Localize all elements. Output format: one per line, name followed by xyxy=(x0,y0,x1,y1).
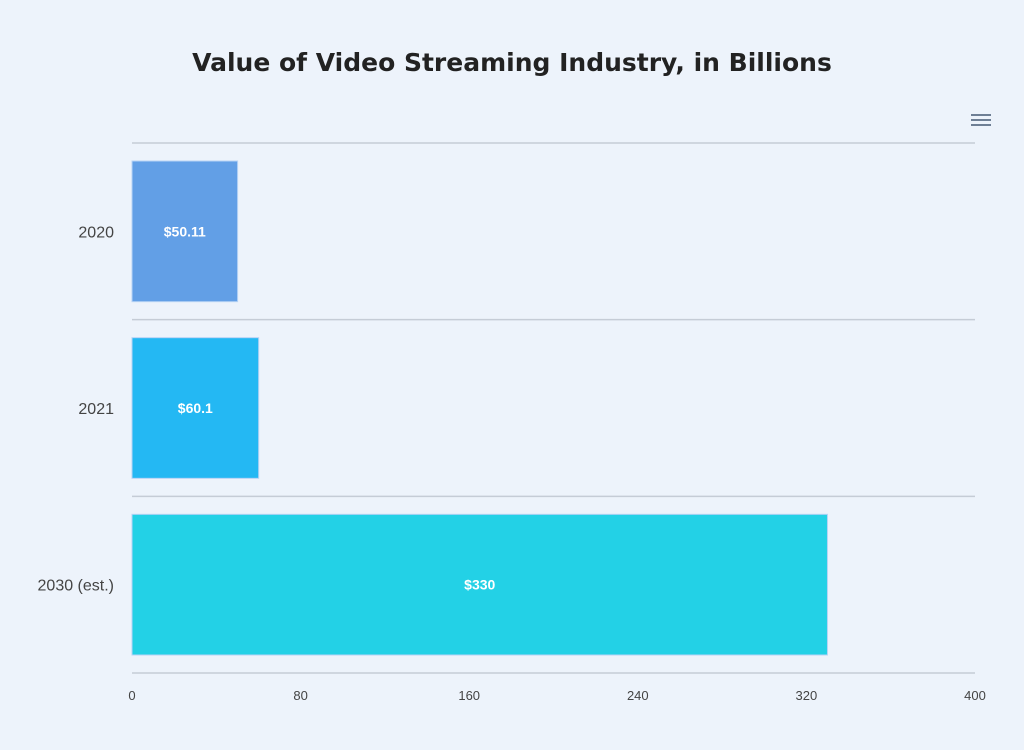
data-label: $50.11 xyxy=(164,223,206,239)
bar-0 xyxy=(131,160,239,303)
y-tick-label: 2021 xyxy=(78,401,114,418)
y-tick-label: 2030 (est.) xyxy=(38,578,114,595)
chart-title: Value of Video Streaming Industry, in Bi… xyxy=(192,48,832,77)
bar-1 xyxy=(131,337,260,479)
data-label: $60.1 xyxy=(178,400,213,416)
hamburger-menu-icon[interactable] xyxy=(970,112,992,128)
x-tick-label: 320 xyxy=(796,688,818,703)
y-tick-label: 2020 xyxy=(78,224,114,241)
x-tick-label: 160 xyxy=(458,688,480,703)
x-tick-label: 80 xyxy=(293,688,307,703)
x-tick-label: 240 xyxy=(627,688,649,703)
bar-2 xyxy=(131,513,828,656)
x-tick-label: 0 xyxy=(128,688,135,703)
x-tick-label: 400 xyxy=(964,688,986,703)
data-label: $330 xyxy=(464,577,495,593)
